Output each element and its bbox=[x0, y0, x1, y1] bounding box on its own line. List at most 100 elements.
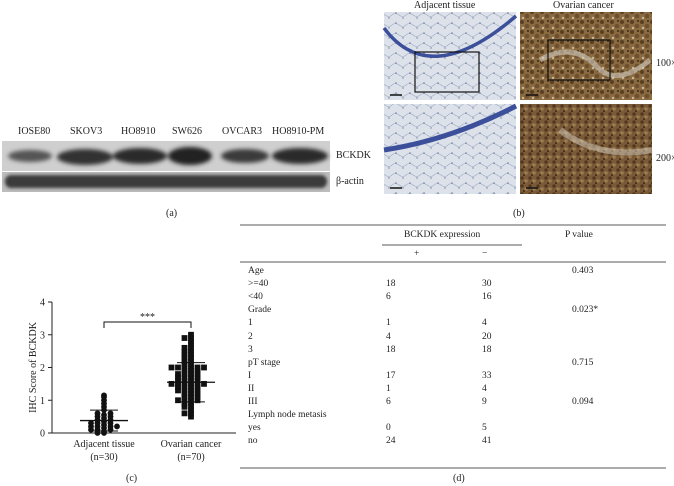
header-p-value: P value bbox=[565, 230, 593, 240]
table-cell-plus: 17 bbox=[386, 370, 396, 381]
significance-label: *** bbox=[140, 312, 155, 323]
y-tick-label: 0 bbox=[40, 429, 45, 440]
mag-200x: 200× bbox=[656, 153, 674, 164]
table-cell-minus: 5 bbox=[482, 423, 487, 434]
data-point bbox=[88, 420, 94, 427]
data-point bbox=[194, 384, 201, 391]
table-cell-plus: 6 bbox=[386, 397, 391, 407]
data-point bbox=[181, 377, 188, 384]
table-cell-minus: 18 bbox=[482, 344, 492, 355]
data-point bbox=[181, 410, 188, 417]
y-tick-label: 4 bbox=[40, 298, 45, 309]
data-point bbox=[101, 392, 107, 399]
lane-label: OVCAR3 bbox=[222, 126, 263, 137]
lane-label: SKOV3 bbox=[70, 126, 103, 137]
data-point bbox=[168, 380, 175, 387]
data-point bbox=[181, 351, 188, 358]
data-point bbox=[201, 364, 207, 371]
table-cell-pvalue: 0.094 bbox=[572, 397, 594, 407]
data-point bbox=[181, 367, 188, 374]
data-point bbox=[194, 387, 201, 394]
table-cell-pvalue: 0.023* bbox=[572, 305, 599, 316]
data-point bbox=[194, 397, 201, 404]
data-point bbox=[175, 380, 181, 387]
data-point bbox=[181, 348, 188, 355]
mag-100x: 100× bbox=[656, 58, 674, 69]
data-point bbox=[194, 394, 201, 400]
data-point bbox=[175, 387, 181, 394]
caption-d: (d) bbox=[453, 473, 465, 484]
data-point bbox=[194, 390, 201, 397]
data-point bbox=[181, 374, 188, 381]
data-point bbox=[175, 384, 181, 391]
data-point bbox=[181, 403, 188, 410]
lane-label: IOSE80 bbox=[18, 126, 51, 137]
header-minus: − bbox=[482, 249, 488, 259]
data-point bbox=[188, 344, 194, 351]
data-point bbox=[181, 361, 188, 368]
data-point bbox=[181, 380, 188, 387]
table-row-label: pT stage bbox=[248, 357, 281, 368]
table-cell-plus: 4 bbox=[386, 331, 391, 342]
y-axis-label: IHC Score of BCKDK bbox=[28, 321, 39, 413]
data-point bbox=[181, 335, 188, 341]
table-row-label: III bbox=[248, 397, 258, 407]
data-point bbox=[94, 410, 101, 417]
band-label-bckdk: BCKDK bbox=[336, 150, 372, 161]
data-point bbox=[181, 364, 188, 371]
data-point bbox=[181, 390, 188, 397]
data-point bbox=[181, 394, 188, 400]
data-point bbox=[188, 410, 194, 417]
x-category-n-label: (n=30) bbox=[90, 452, 117, 463]
table-cell-minus: 4 bbox=[482, 383, 487, 394]
lane-label: HO8910 bbox=[121, 126, 156, 137]
x-category-label: Adjacent tissue bbox=[73, 439, 135, 450]
data-point bbox=[194, 377, 201, 384]
data-point bbox=[194, 371, 201, 377]
data-point bbox=[188, 338, 194, 345]
table-cell-plus: 18 bbox=[386, 279, 396, 290]
data-point bbox=[188, 331, 194, 338]
table-row-label: Age bbox=[248, 266, 264, 276]
table-row-label: yes bbox=[248, 423, 261, 434]
table-row-label: no bbox=[248, 436, 258, 447]
data-point bbox=[188, 403, 194, 410]
data-point bbox=[194, 367, 201, 374]
table-cell-pvalue: 0.403 bbox=[572, 266, 594, 276]
table-cell-minus: 20 bbox=[482, 331, 492, 342]
header-bckdk-expression: BCKDK expression bbox=[404, 230, 481, 240]
table-cell-plus: 1 bbox=[386, 318, 391, 329]
data-point bbox=[175, 397, 181, 404]
data-point bbox=[188, 407, 194, 413]
data-point bbox=[181, 384, 188, 391]
table-row-label: <40 bbox=[248, 292, 263, 303]
caption-c: (c) bbox=[126, 473, 138, 484]
data-point bbox=[175, 377, 181, 384]
table-cell-plus: 18 bbox=[386, 344, 396, 355]
caption-a: (a) bbox=[166, 208, 178, 219]
data-point bbox=[168, 364, 175, 371]
data-point bbox=[181, 358, 188, 364]
table-row-label: 2 bbox=[248, 331, 253, 342]
data-point bbox=[181, 387, 188, 394]
data-point bbox=[188, 341, 194, 348]
y-tick-label: 3 bbox=[40, 330, 45, 341]
data-point bbox=[114, 423, 120, 430]
table-cell-plus: 24 bbox=[386, 436, 396, 447]
table-cell-plus: 0 bbox=[386, 423, 391, 434]
table-row-label: II bbox=[248, 383, 255, 394]
table-cell-pvalue: 0.715 bbox=[572, 357, 594, 368]
table-cell-minus: 30 bbox=[482, 279, 492, 290]
caption-b: (b) bbox=[513, 208, 525, 219]
table-row-label: 3 bbox=[248, 344, 253, 355]
table-row-label: Lymph node metasis bbox=[248, 410, 327, 421]
data-point bbox=[181, 397, 188, 404]
table-cell-plus: 6 bbox=[386, 292, 391, 303]
table-cell-minus: 16 bbox=[482, 292, 492, 303]
data-point bbox=[188, 413, 194, 420]
data-point bbox=[188, 348, 194, 355]
significance-bracket bbox=[103, 321, 192, 328]
table-cell-minus: 33 bbox=[482, 370, 492, 381]
